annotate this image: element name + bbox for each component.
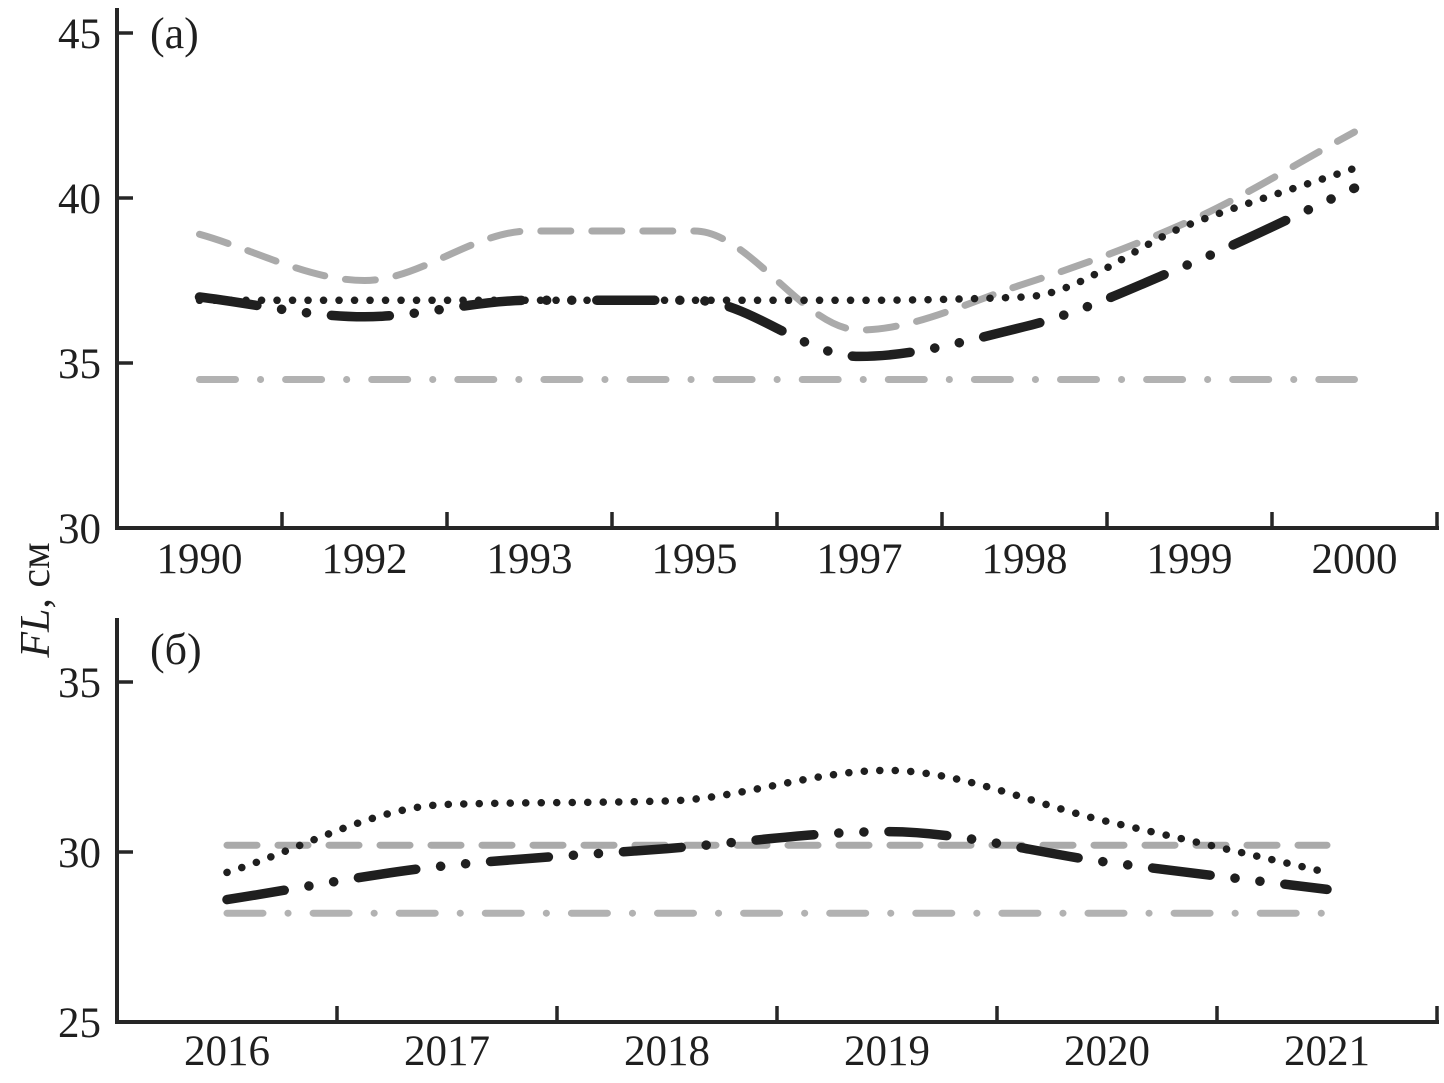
- panel-a: 30 35 40 45 1990 1992 1993 1995 1997 1998 1999 2000…: [58, 8, 1439, 583]
- panel-a-x-label-1992: 1992: [322, 536, 408, 583]
- y-axis-title-units: , см: [13, 542, 59, 608]
- panel-a-x-label-2000: 2000: [1312, 536, 1398, 583]
- panel-b-y-tick-label-30: 30: [58, 830, 101, 877]
- panel-a-y-tick-label-30: 30: [58, 506, 101, 553]
- panel-a-y-tick-label-45: 45: [58, 11, 101, 58]
- panel-b-y-tick-label-25: 25: [58, 1000, 101, 1047]
- panel-a-y-tick-label-35: 35: [58, 341, 101, 388]
- panel-a-x-label-1997: 1997: [817, 536, 903, 583]
- panel-a-x-label-1999: 1999: [1147, 536, 1233, 583]
- panel-a-series-black-dash-dot-dot: [194, 183, 1360, 362]
- panel-a-series-gray-dashed: [196, 128, 1358, 334]
- panel-b-y-tick-label-35: 35: [58, 660, 101, 707]
- panel-b: 25 30 35 2016 2017 2018 2019 2020 2021 (б): [58, 618, 1439, 1075]
- panel-a-series-black-dotted: [195, 164, 1359, 305]
- panel-b-x-label-2021: 2021: [1284, 1028, 1370, 1075]
- panel-b-x-label-2020: 2020: [1064, 1028, 1150, 1075]
- panel-b-x-label-2018: 2018: [624, 1028, 710, 1075]
- panel-b-x-label-2017: 2017: [404, 1028, 490, 1075]
- y-axis-title-variable: FL: [13, 609, 59, 659]
- panel-a-x-label-1998: 1998: [982, 536, 1068, 583]
- panel-a-y-tick-label-40: 40: [58, 176, 101, 223]
- panel-a-label: (a): [150, 9, 199, 58]
- y-axis-title: FL, см: [13, 542, 59, 658]
- panel-a-x-label-1993: 1993: [487, 536, 573, 583]
- panel-b-label: (б): [150, 625, 202, 674]
- panel-b-series-black-dash-dot-dot: [222, 826, 1332, 905]
- panel-b-x-label-2016: 2016: [184, 1028, 270, 1075]
- panel-b-series-black-dotted: [223, 766, 1331, 877]
- panel-b-x-label-2019: 2019: [844, 1028, 930, 1075]
- panel-a-x-label-1995: 1995: [652, 536, 738, 583]
- panel-a-x-label-1990: 1990: [157, 536, 243, 583]
